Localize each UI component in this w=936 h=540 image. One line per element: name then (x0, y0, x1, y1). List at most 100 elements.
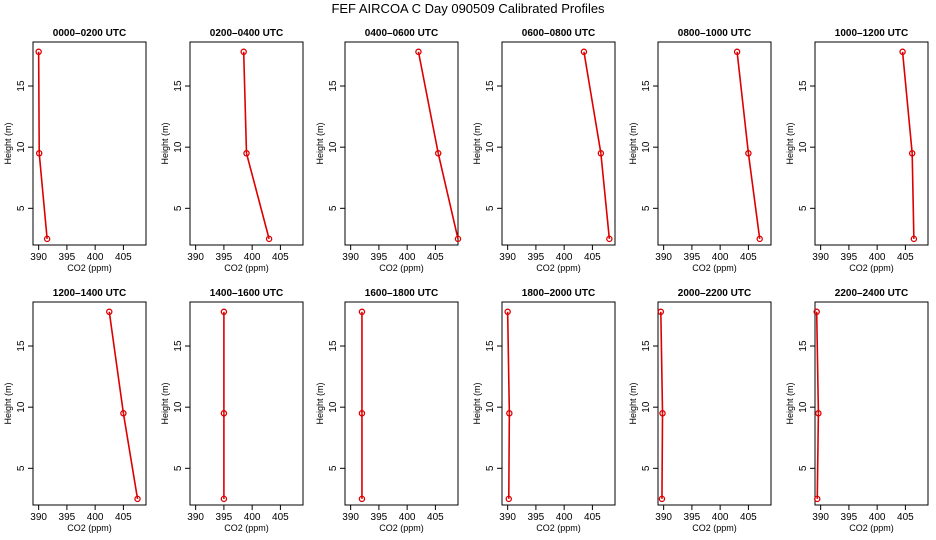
panel-3: 0400–0600 UTC 390 395 400 405 5 10 15 CO2 (ppm) H… (315, 28, 462, 273)
x-tick-label: 395 (216, 512, 233, 523)
profile-point (606, 235, 613, 243)
y-tick-label: 5 (173, 205, 184, 211)
profile-point (506, 410, 513, 417)
panel-2: 0200–0400 UTC 390 395 400 405 5 10 15 CO2 (ppm) H… (160, 28, 304, 273)
x-tick-label: 395 (841, 252, 858, 263)
plot-frame (814, 41, 929, 246)
x-axis-label: CO2 (ppm) (224, 263, 269, 273)
x-tick-label: 405 (740, 252, 757, 263)
y-tick-label: 15 (328, 80, 339, 92)
x-tick-label: 395 (216, 252, 233, 263)
x-tick-label: 395 (528, 252, 545, 263)
x-axis-label: CO2 (ppm) (224, 523, 269, 533)
plot-frame (189, 301, 304, 506)
x-tick-label: 405 (115, 252, 132, 263)
x-tick-label: 405 (897, 252, 914, 263)
y-tick-label: 10 (485, 401, 496, 413)
y-tick-label: 5 (641, 465, 652, 471)
panel-title: 0200–0400 UTC (210, 28, 283, 39)
x-axis-label: CO2 (ppm) (536, 263, 581, 273)
y-tick-label: 5 (328, 465, 339, 471)
x-tick-label: 400 (869, 252, 886, 263)
y-tick-label: 15 (173, 80, 184, 92)
profile-point (815, 410, 822, 417)
plot-frame (189, 41, 304, 246)
y-tick-label: 5 (16, 205, 27, 211)
y-tick-label: 5 (798, 205, 809, 211)
profile-point (106, 308, 113, 316)
x-axis-label: CO2 (ppm) (379, 263, 424, 273)
profile-segment (108, 311, 125, 414)
profile-point (358, 308, 366, 316)
panel-title: 1000–1200 UTC (835, 28, 908, 39)
x-tick-label: 400 (556, 252, 573, 263)
profile-point (243, 150, 250, 157)
profile-segment (736, 51, 750, 154)
y-tick-label: 10 (16, 141, 27, 153)
y-tick-label: 5 (328, 205, 339, 211)
x-tick-label: 405 (272, 252, 289, 263)
profile-segment (600, 153, 611, 239)
y-tick-label: 15 (485, 80, 496, 92)
panel-4: 0600–0800 UTC 390 395 400 405 5 10 15 CO2 (ppm) H… (472, 28, 616, 273)
plot-frame (32, 41, 147, 246)
panel-title: 2200–2400 UTC (835, 288, 908, 299)
panel-7: 1200–1400 UTC 390 395 400 405 5 10 15 CO2 (ppm) H… (3, 288, 147, 533)
profile-segment (417, 51, 440, 154)
x-tick-label: 395 (841, 512, 858, 523)
y-tick-label: 10 (485, 141, 496, 153)
panel-title: 0400–0600 UTC (365, 28, 438, 39)
y-tick-label: 15 (328, 340, 339, 352)
panel-title: 1200–1400 UTC (53, 288, 126, 299)
profile-segment (747, 153, 761, 239)
profile-segment (242, 51, 248, 154)
profile-point (659, 410, 666, 417)
plot-frame (657, 301, 772, 506)
panel-11: 2000–2200 UTC 390 395 400 405 5 10 15 CO2 (ppm) H… (628, 288, 772, 533)
x-tick-label: 390 (187, 252, 204, 263)
x-tick-label: 400 (712, 252, 729, 263)
y-tick-label: 5 (485, 465, 496, 471)
profile-segment (911, 153, 915, 239)
y-tick-label: 5 (16, 465, 27, 471)
x-axis-label: CO2 (ppm) (849, 523, 894, 533)
x-tick-label: 400 (399, 512, 416, 523)
y-tick-label: 15 (641, 80, 652, 92)
y-axis-label: Height (m) (472, 382, 482, 424)
x-tick-label: 390 (342, 512, 359, 523)
profile-point (899, 48, 906, 56)
y-tick-label: 15 (16, 80, 27, 92)
y-tick-label: 5 (485, 205, 496, 211)
profile-point (240, 48, 247, 56)
profile-segment (660, 311, 664, 414)
profile-segment (437, 153, 459, 240)
y-tick-label: 15 (16, 340, 27, 352)
x-tick-label: 395 (684, 512, 701, 523)
x-tick-label: 400 (87, 512, 104, 523)
x-tick-label: 400 (87, 252, 104, 263)
profile-segment (901, 51, 913, 154)
x-axis-label: CO2 (ppm) (692, 263, 737, 273)
profile-point (35, 48, 42, 56)
y-tick-label: 15 (798, 80, 809, 92)
profile-segment (815, 311, 820, 414)
panel-title: 1400–1600 UTC (210, 288, 283, 299)
y-axis-label: Height (m) (472, 122, 482, 164)
y-tick-label: 10 (328, 401, 339, 413)
panel-title: 0800–1000 UTC (678, 28, 751, 39)
x-tick-label: 405 (584, 252, 601, 263)
x-tick-label: 390 (342, 252, 359, 263)
plot-frame (814, 301, 929, 506)
profile-segment (507, 413, 511, 499)
panel-title: 1800–2000 UTC (522, 288, 595, 299)
y-axis-label: Height (m) (785, 382, 795, 424)
y-axis-label: Height (m) (785, 122, 795, 164)
x-axis-label: CO2 (ppm) (536, 523, 581, 533)
profile-segment (37, 51, 41, 154)
x-tick-label: 405 (115, 512, 132, 523)
y-tick-label: 10 (16, 401, 27, 413)
x-tick-label: 400 (399, 252, 416, 263)
x-tick-label: 390 (655, 252, 672, 263)
y-tick-label: 15 (485, 340, 496, 352)
